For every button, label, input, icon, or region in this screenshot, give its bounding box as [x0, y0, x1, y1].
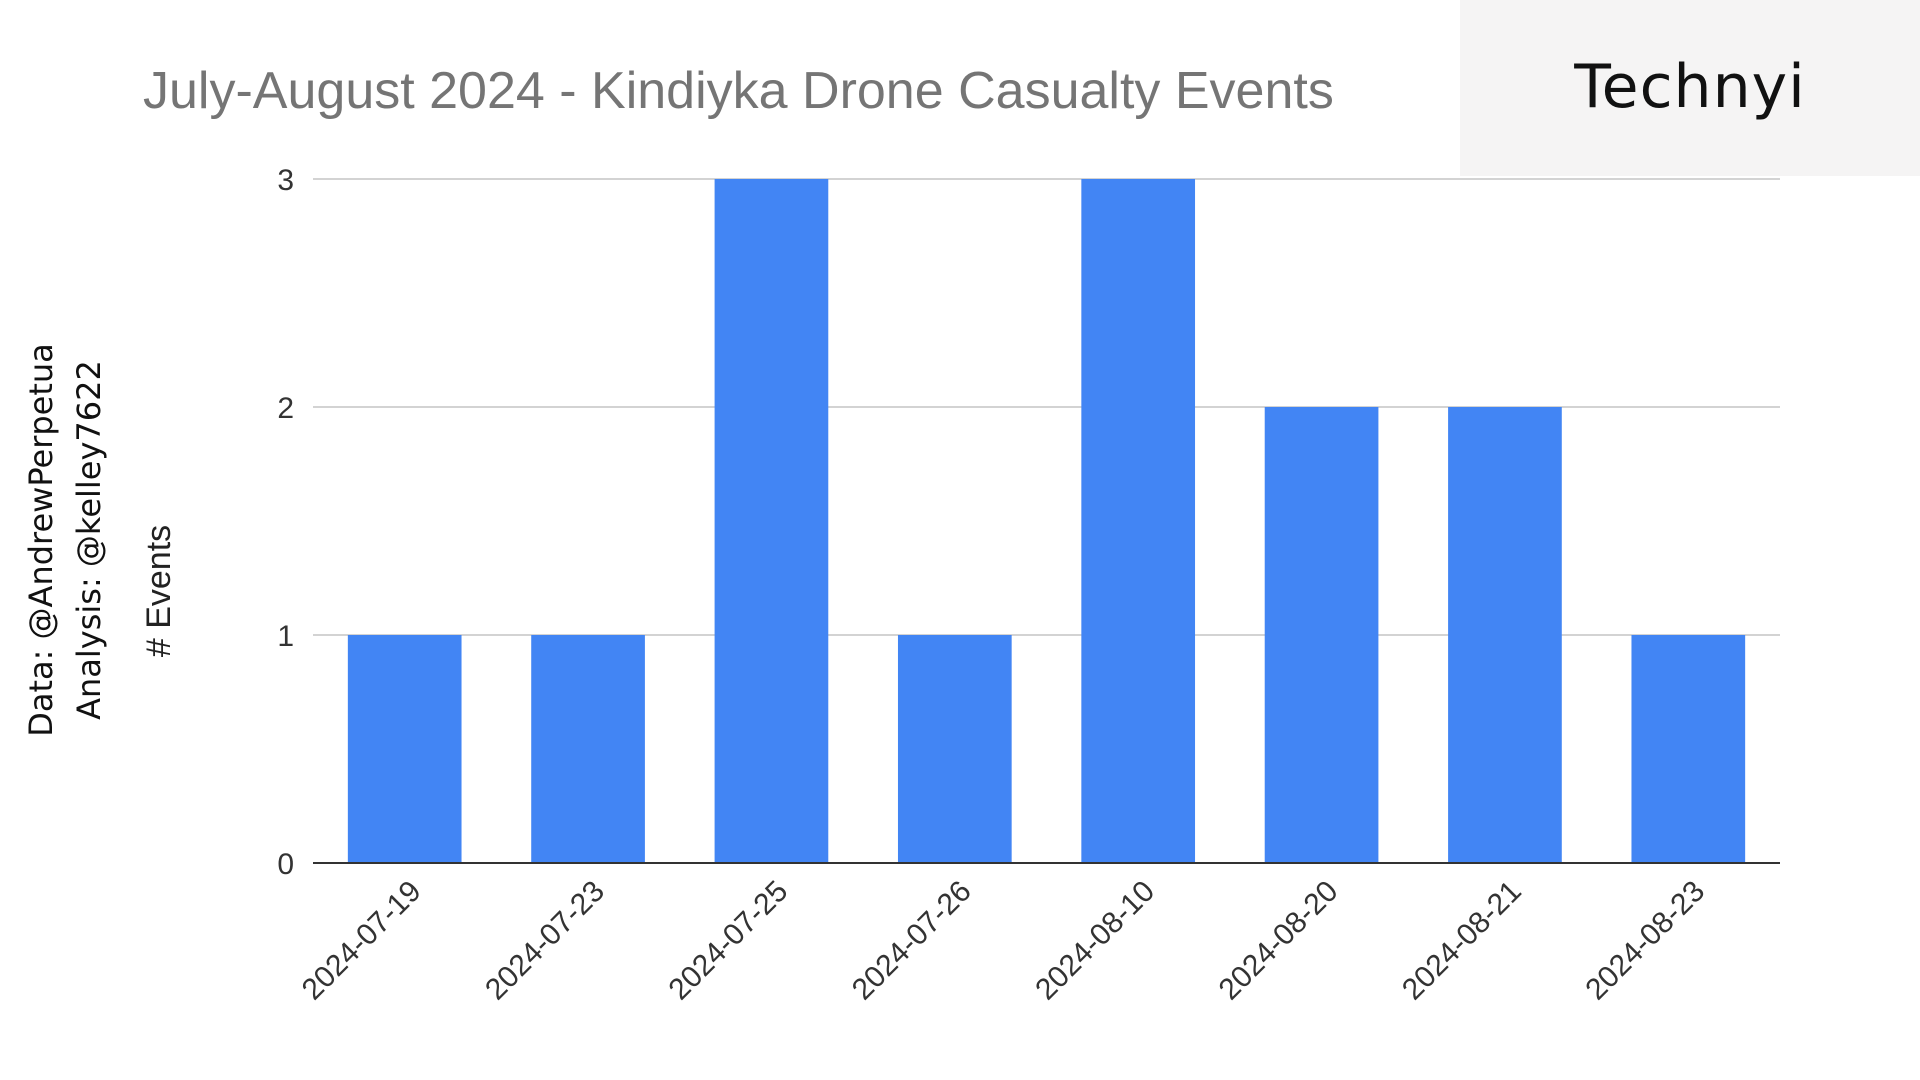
y-tick-label: 0 [277, 848, 294, 881]
analysis-credit: Analysis: @kelley7622 [70, 360, 108, 720]
y-axis-label: # Events [140, 525, 178, 657]
bar-2024-08-20 [1264, 407, 1379, 863]
logo-panel: Technyi [1460, 0, 1920, 176]
x-tick-label: 2024-08-20 [1213, 875, 1345, 1007]
x-tick-label: 2024-07-26 [846, 875, 978, 1007]
credits: Data: @AndrewPerpetua Analysis: @kelley7… [20, 330, 110, 750]
chart-title: July-August 2024 - Kindiyka Drone Casual… [143, 62, 1334, 120]
bar-2024-07-25 [714, 179, 829, 863]
bar-2024-08-21 [1448, 407, 1562, 863]
x-tick-label: 2024-08-23 [1579, 875, 1711, 1007]
bars [347, 179, 1746, 863]
x-tick-label: 2024-07-19 [296, 875, 428, 1007]
y-tick-label: 3 [277, 164, 294, 197]
x-tick-label: 2024-08-21 [1396, 875, 1528, 1007]
bar-2024-08-23 [1631, 635, 1746, 863]
x-axis-ticks: 2024-07-19 2024-07-23 2024-07-25 2024-07-26… [296, 875, 1711, 1007]
y-axis-ticks: 0 1 2 3 [277, 164, 294, 881]
bar-2024-07-23 [531, 635, 645, 863]
y-tick-label: 1 [277, 620, 294, 653]
data-credit: Data: @AndrewPerpetua [22, 343, 60, 737]
x-tick-label: 2024-07-23 [479, 875, 611, 1007]
x-tick-label: 2024-08-10 [1029, 875, 1161, 1007]
bar-2024-07-26 [897, 635, 1012, 863]
x-tick-label: 2024-07-25 [663, 875, 795, 1007]
bar-2024-07-19 [347, 635, 462, 863]
y-tick-label: 2 [277, 392, 294, 425]
technyi-logo: Technyi [1574, 52, 1806, 122]
bar-2024-08-10 [1081, 179, 1196, 863]
